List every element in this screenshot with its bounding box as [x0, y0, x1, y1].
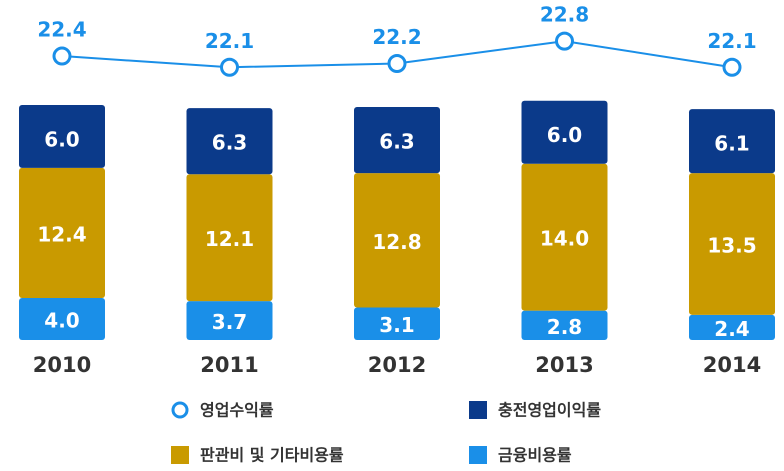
legend-swatch — [171, 446, 189, 464]
value-label: 14.0 — [540, 227, 589, 251]
value-label: 6.3 — [379, 130, 414, 154]
bar-segment — [19, 104, 105, 168]
x-tick-label: 2012 — [368, 353, 426, 377]
value-label: 3.7 — [212, 310, 247, 334]
value-label: 13.5 — [707, 233, 756, 257]
legend-label: 충전영업이익률 — [498, 401, 601, 420]
value-label: 2.8 — [547, 315, 582, 339]
legend-marker — [171, 401, 189, 419]
line-marker — [555, 31, 574, 51]
line-value-label: 22.8 — [540, 3, 589, 27]
bar-segment — [186, 108, 273, 175]
x-tick-label: 2011 — [200, 353, 258, 377]
line-value-label: 22.1 — [707, 29, 756, 53]
value-label: 12.1 — [205, 227, 254, 251]
bar-segment — [19, 167, 105, 299]
x-tick-label: 2013 — [535, 353, 593, 377]
value-label: 12.4 — [37, 222, 86, 246]
legend-label: 영업수익률 — [200, 401, 274, 420]
legend-swatch — [469, 446, 487, 464]
bar-segment — [689, 314, 775, 340]
legend-label: 금융비용률 — [498, 446, 572, 465]
bar-segment — [354, 173, 440, 308]
bar-segment — [354, 107, 440, 174]
line-marker — [220, 57, 239, 77]
x-tick-label: 2014 — [703, 353, 761, 377]
line-value-label: 22.4 — [37, 18, 86, 42]
line-value-label: 22.1 — [205, 29, 254, 53]
bar-segment — [186, 301, 273, 340]
value-label: 6.3 — [212, 131, 247, 155]
value-label: 4.0 — [44, 309, 79, 333]
bar-segment — [689, 173, 775, 315]
legend-swatch — [469, 401, 487, 419]
legend-label: 판관비 및 기타비용률 — [200, 446, 344, 465]
bar-segment — [521, 310, 608, 340]
value-label: 3.1 — [379, 313, 414, 337]
value-label: 6.0 — [44, 127, 79, 151]
bar-segment — [354, 307, 440, 340]
x-tick-label: 2010 — [33, 353, 91, 377]
line-marker — [387, 54, 407, 74]
value-label: 6.1 — [714, 132, 749, 156]
line-marker — [52, 46, 72, 66]
value-label: 12.8 — [372, 230, 421, 254]
line-value-label: 22.2 — [372, 25, 421, 49]
bar-segment — [19, 298, 105, 340]
bar-segment — [689, 109, 775, 174]
bar-segment — [521, 100, 608, 164]
bar-segment — [521, 163, 608, 311]
line-marker — [722, 57, 742, 77]
value-label: 6.0 — [547, 123, 582, 147]
bar-segment — [186, 174, 273, 302]
value-label: 2.4 — [714, 317, 749, 341]
